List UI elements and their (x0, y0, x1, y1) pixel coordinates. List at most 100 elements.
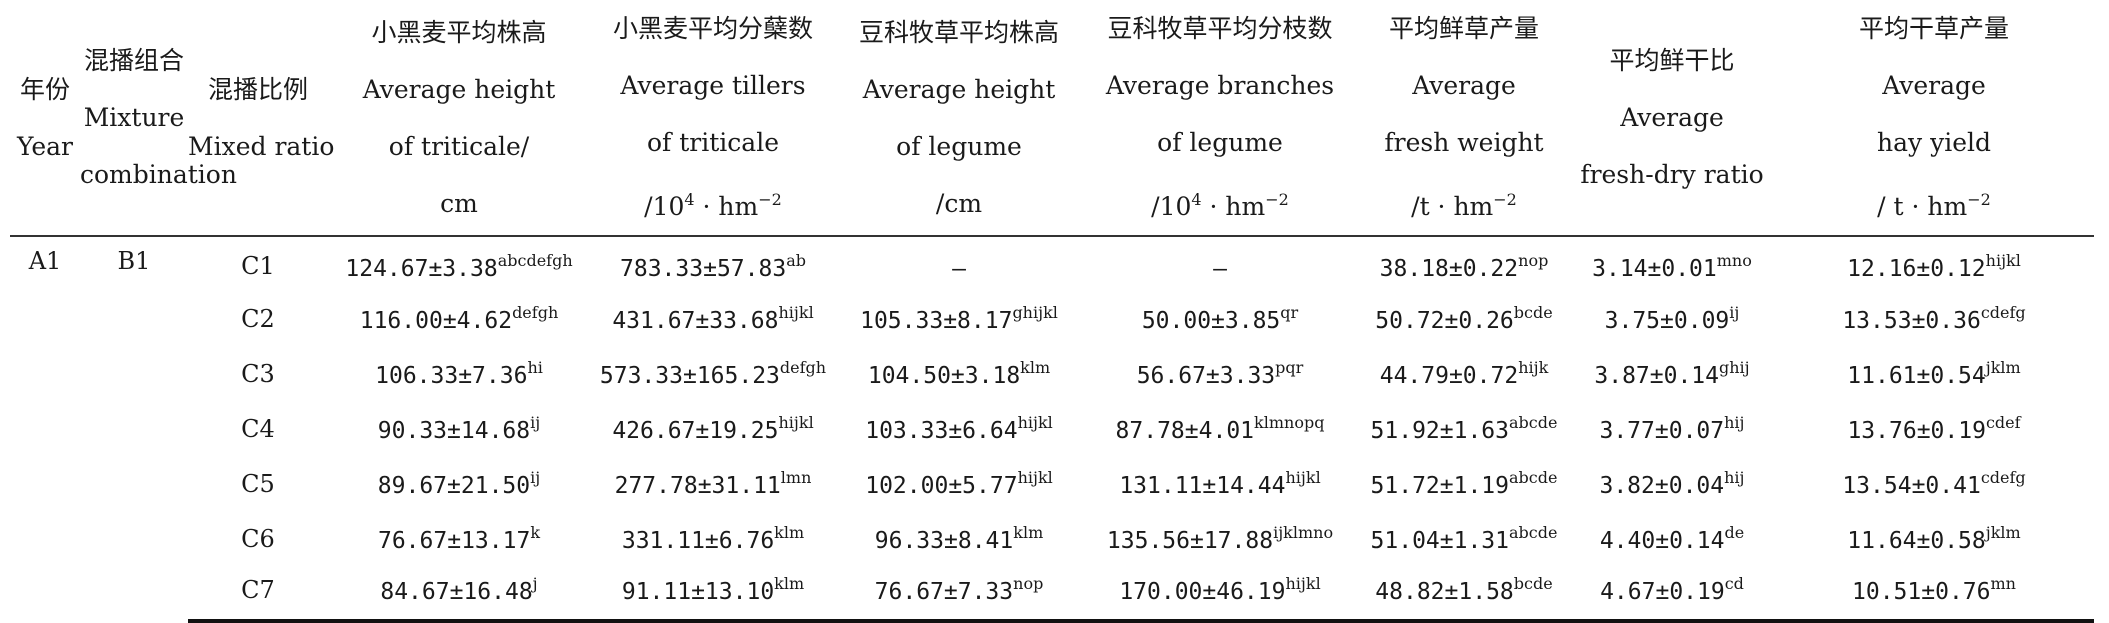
cell-value: 102.00±5.77 (865, 473, 1018, 499)
table-body: A1 B1 C1 124.67±3.38abcdefgh 783.33±57.83ab —… (10, 236, 2094, 623)
cell-fresh-dry-ratio: 3.82±0.04hij (1570, 456, 1774, 511)
significance-letters: klm (1013, 523, 1044, 542)
cell-value: 4.40±0.14 (1599, 528, 1725, 554)
cell-value: 277.78±31.11 (614, 473, 781, 499)
table-row: A1 B1 C1 124.67±3.38abcdefgh 783.33±57.83ab —… (10, 236, 2094, 291)
significance-letters: ij (1729, 303, 1740, 322)
significance-letters: qr (1280, 303, 1299, 322)
cell-hay-yield: 10.51±0.76mn (1774, 566, 2094, 623)
significance-letters: klmnopq (1254, 413, 1325, 432)
significance-letters: hijkl (1017, 468, 1053, 487)
significance-letters: defgh (512, 303, 559, 322)
cell-fresh-dry-ratio: 3.14±0.01mno (1570, 236, 1774, 291)
significance-letters: j (532, 574, 538, 593)
cell-fresh-weight: 38.18±0.22nop (1358, 236, 1570, 291)
significance-letters: abcdefgh (497, 250, 573, 270)
cell-value: 50.72±0.26 (1375, 308, 1514, 334)
cell-value: 3.82±0.04 (1599, 473, 1725, 499)
significance-letters: klm (774, 574, 805, 593)
cell-value: 13.53±0.36 (1842, 308, 1981, 334)
cell-triticale-tillers: 783.33±57.83ab (590, 236, 836, 291)
cell-hay-yield: 13.54±0.41cdefg (1774, 456, 2094, 511)
significance-letters: bcde (1513, 574, 1553, 593)
significance-letters: abcde (1509, 468, 1558, 487)
significance-letters: hi (527, 358, 543, 377)
cell-value: 3.14±0.01 (1592, 255, 1717, 282)
cell-hay-yield: 13.53±0.36cdefg (1774, 291, 2094, 346)
significance-letters: ij (530, 468, 541, 487)
cell-value: 76.67±13.17 (377, 528, 531, 554)
cell-value: 573.33±165.23 (599, 363, 780, 389)
cell-value: 89.67±21.50 (377, 473, 531, 499)
significance-letters: pqr (1275, 358, 1304, 377)
significance-letters: ab (786, 250, 806, 270)
cell-fresh-weight: 44.79±0.72hijk (1358, 346, 1570, 401)
cell-fresh-weight: 51.92±1.63abcde (1358, 401, 1570, 456)
cell-value: 106.33±7.36 (375, 363, 528, 389)
table-row: C4 90.33±14.68ij 426.67±19.25hijkl 103.33±6… (10, 401, 2094, 456)
significance-letters: hijkl (1985, 250, 2021, 270)
cell-triticale-height: 124.67±3.38abcdefgh (328, 236, 590, 291)
cell-value: 96.33±8.41 (874, 528, 1014, 554)
cell-fresh-weight: 51.04±1.31abcde (1358, 511, 1570, 566)
significance-letters: ijklmno (1273, 523, 1334, 542)
cell-value: 50.00±3.85 (1141, 308, 1281, 334)
cell-mixture: B1 (117, 247, 151, 275)
cell-value: 4.67±0.19 (1600, 579, 1725, 605)
cell-value: 13.54±0.41 (1842, 473, 1981, 499)
significance-letters: hijkl (1285, 574, 1321, 593)
table-row: C2 116.00±4.62defgh 431.67±33.68hijkl 105.3… (10, 291, 2094, 346)
cell-value: 51.92±1.63 (1370, 418, 1510, 444)
cell-value: — (1213, 255, 1227, 282)
header-fresh-dry-ratio: 平均鲜干比 Average fresh-dry ratio (1570, 0, 1774, 237)
cell-ratio: C2 (241, 304, 275, 333)
cell-triticale-tillers: 426.67±19.25hijkl (590, 401, 836, 456)
cell-legume-branches: — (1082, 236, 1358, 291)
cell-ratio: C7 (188, 566, 328, 623)
cell-value: 103.33±6.64 (865, 418, 1018, 444)
significance-letters: lmn (780, 468, 812, 487)
cell-fresh-dry-ratio: 4.67±0.19cd (1570, 566, 1774, 623)
significance-letters: hijkl (1285, 468, 1321, 487)
cell-fresh-weight: 51.72±1.19abcde (1358, 456, 1570, 511)
cell-triticale-tillers: 277.78±31.11lmn (590, 456, 836, 511)
significance-letters: ghijkl (1012, 303, 1058, 322)
header-hay-yield: 平均干草产量 Average hay yield / t · hm−2 (1774, 0, 2094, 237)
significance-letters: hij (1724, 413, 1745, 432)
cell-fresh-weight: 50.72±0.26bcde (1358, 291, 1570, 346)
cell-legume-branches: 135.56±17.88ijklmno (1082, 511, 1358, 566)
table-row: C6 76.67±13.17k 331.11±6.76klm 96.33±8.41kl… (10, 511, 2094, 566)
cell-value: 426.67±19.25 (612, 418, 779, 444)
header-triticale-height: 小黑麦平均株高 Average height of triticale/ cm (328, 0, 590, 237)
significance-letters: cdef (1985, 413, 2021, 432)
significance-letters: cdefg (1980, 468, 2026, 487)
cell-value: 11.64±0.58 (1847, 528, 1986, 554)
cell-fresh-dry-ratio: 3.87±0.14ghij (1570, 346, 1774, 401)
cell-value: 38.18±0.22 (1379, 255, 1519, 282)
cell-value: 783.33±57.83 (620, 255, 787, 282)
cell-legume-height: 76.67±7.33nop (836, 566, 1082, 623)
table-row: C3 106.33±7.36hi 573.33±165.23defgh 104.50±… (10, 346, 2094, 401)
cell-value: 87.78±4.01 (1115, 418, 1255, 444)
cell-triticale-height: 116.00±4.62defgh (328, 291, 590, 346)
cell-legume-branches: 87.78±4.01klmnopq (1082, 401, 1358, 456)
significance-letters: k (530, 523, 541, 542)
significance-letters: klm (774, 523, 805, 542)
cell-value: 84.67±16.48 (380, 579, 533, 605)
cell-value: 3.87±0.14 (1594, 363, 1719, 389)
cell-legume-branches: 56.67±3.33pqr (1082, 346, 1358, 401)
cell-value: 90.33±14.68 (377, 418, 531, 444)
cell-ratio: C6 (241, 524, 275, 553)
cell-triticale-height: 89.67±21.50ij (328, 456, 590, 511)
cell-ratio: C4 (241, 414, 275, 443)
cell-triticale-height: 84.67±16.48j (328, 566, 590, 623)
significance-letters: hijkl (778, 413, 814, 432)
table-row: C5 89.67±21.50ij 277.78±31.11lmn 102.00±5.7… (10, 456, 2094, 511)
cell-value: 124.67±3.38 (345, 255, 498, 282)
cell-year: A1 (28, 247, 62, 275)
cell-legume-branches: 131.11±14.44hijkl (1082, 456, 1358, 511)
significance-letters: hijkl (778, 303, 814, 322)
header-ratio: 混播比例 Mixed ratio (188, 0, 334, 237)
cell-value: 105.33±8.17 (860, 308, 1013, 334)
